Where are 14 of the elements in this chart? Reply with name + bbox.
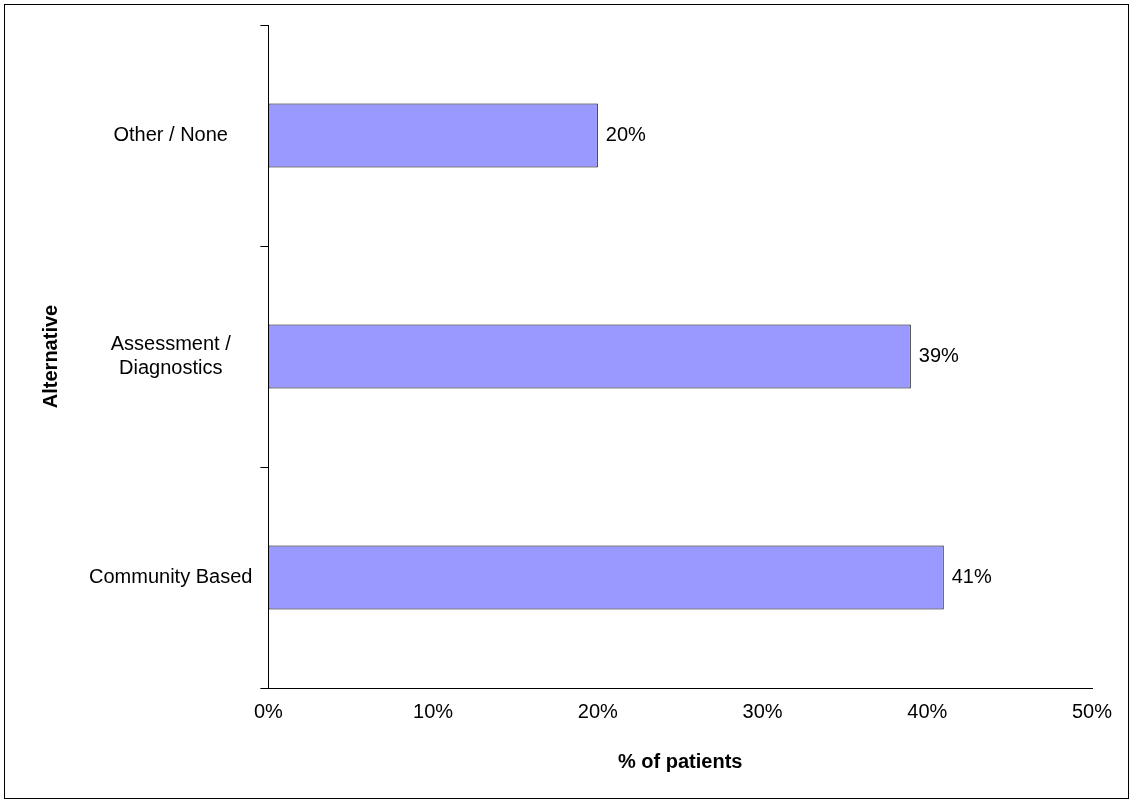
data-label: 20% bbox=[605, 123, 647, 146]
x-tick-label: 50% bbox=[1071, 699, 1113, 722]
y-tick-label: Assessment / Diagnostics bbox=[110, 332, 232, 379]
x-tick-label: 30% bbox=[742, 699, 783, 722]
data-label: 41% bbox=[951, 565, 992, 588]
x-axis-title: % of patients bbox=[617, 749, 743, 772]
y-axis-title: Alternative bbox=[38, 304, 61, 409]
y-tick-label: Community Based bbox=[89, 565, 253, 588]
x-tick-label: 20% bbox=[577, 699, 619, 722]
data-label: 39% bbox=[918, 344, 960, 367]
y-tick-label: Other / None bbox=[113, 123, 228, 146]
x-tick-label: 40% bbox=[907, 699, 948, 722]
x-tick-label: 0% bbox=[253, 699, 284, 722]
x-tick-label: 10% bbox=[413, 699, 454, 722]
